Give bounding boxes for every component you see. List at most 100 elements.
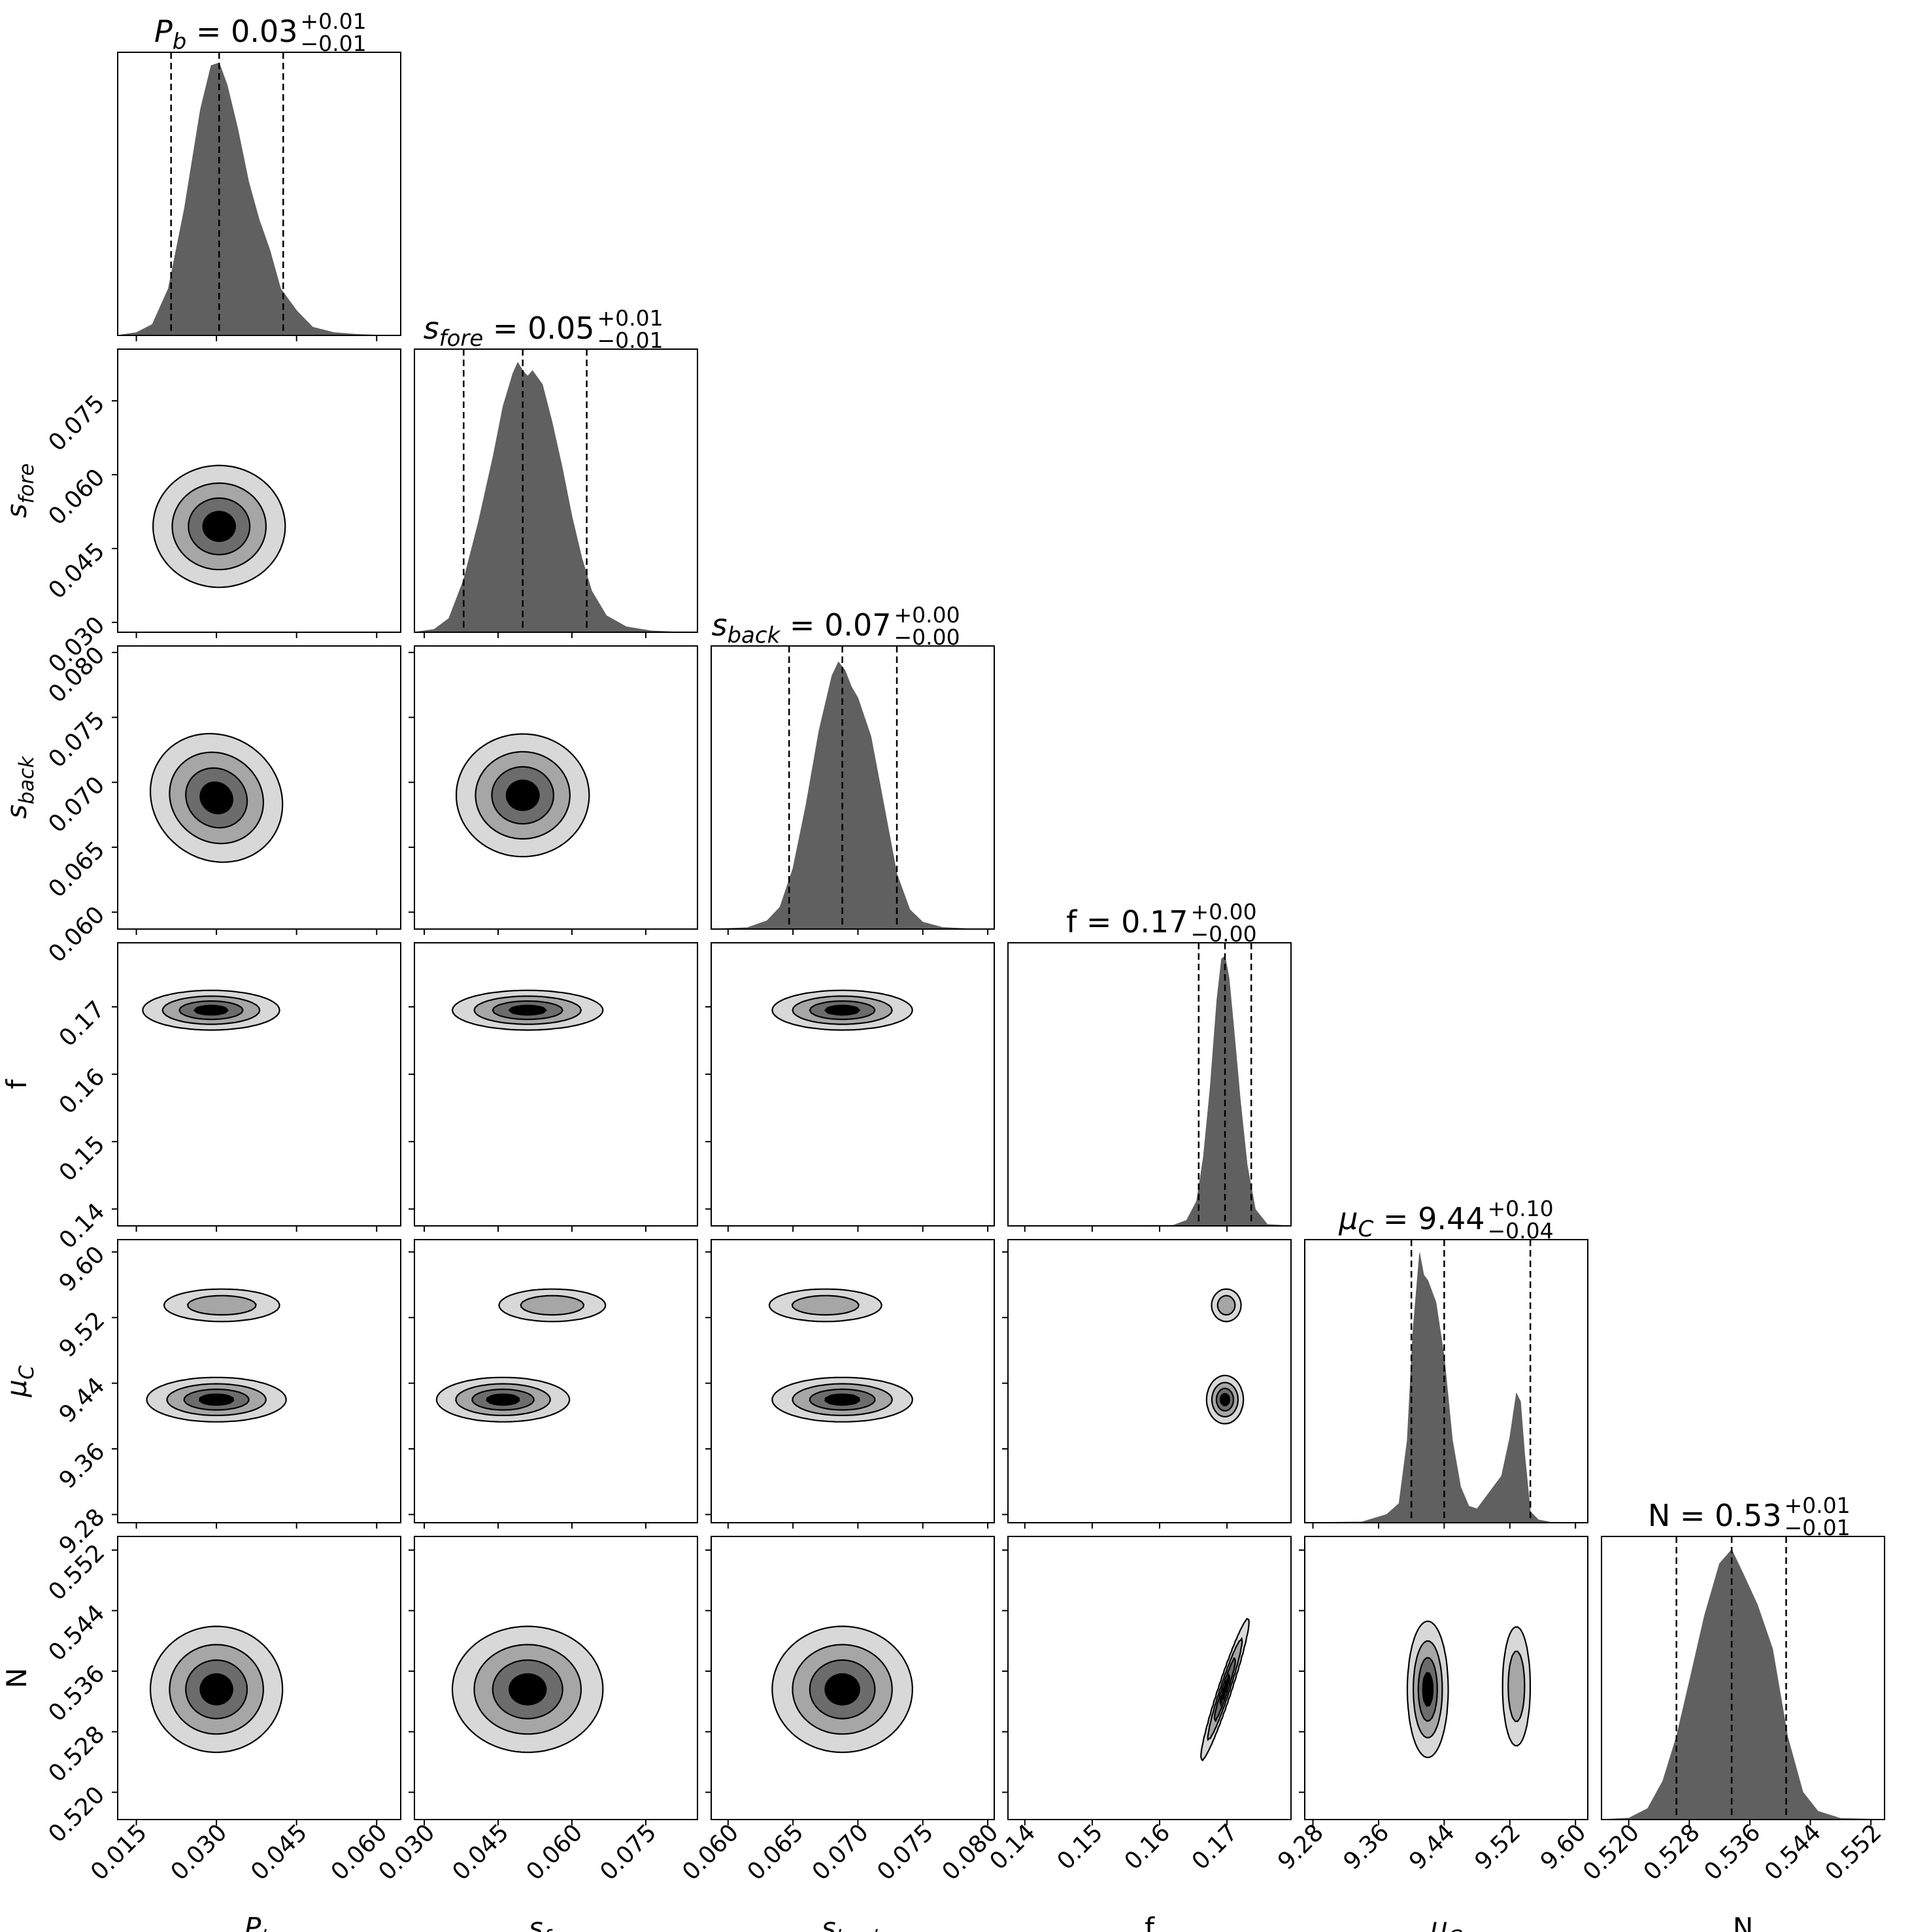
- x-tick-label: 0.030: [166, 1819, 233, 1886]
- contour-panel-sback-vs-muC: [705, 1239, 995, 1529]
- x-axis-label-muC: μC: [1430, 1912, 1462, 1932]
- x-axis-label-f: f: [1145, 1912, 1155, 1932]
- contour-innermost: [505, 779, 540, 811]
- y-tick-label: 0.045: [43, 537, 110, 604]
- contour-innermost: [193, 1004, 229, 1016]
- axis-label-main: f: [1145, 1912, 1155, 1932]
- histogram-area: [117, 62, 401, 336]
- hist-panel-Pb: Pb = 0.03 +0.01−0.01: [117, 8, 401, 341]
- title-upper-error: +0.01: [301, 8, 367, 34]
- panel-frame: [1007, 942, 1292, 1227]
- contour-panel-sfore-vs-N: [409, 1536, 698, 1825]
- y-axis-label-f: f: [1, 1079, 33, 1089]
- panel-frame: [1304, 1536, 1588, 1820]
- axis-label-main: P: [244, 1912, 261, 1932]
- contour-second: [455, 1295, 585, 1416]
- x-axis-label-N: N: [1733, 1912, 1753, 1932]
- title-upper-error: +0.01: [597, 305, 663, 331]
- panel-frame: [711, 645, 995, 930]
- axis-label-main: N: [1, 1668, 33, 1688]
- hist-panel-sfore: sfore = 0.05 +0.01−0.01: [414, 305, 698, 638]
- contour-panel-Pb-vs-sback: [112, 645, 401, 935]
- contour-innermost: [1422, 1672, 1434, 1707]
- x-tick-label: 9.36: [1339, 1819, 1395, 1875]
- x-tick-label: 0.075: [872, 1819, 939, 1886]
- panel-title-sback: sback = 0.07 +0.00−0.00: [712, 602, 960, 650]
- panel-frame: [711, 1536, 995, 1820]
- contour-panel-Pb-vs-sfore: [112, 348, 401, 638]
- axis-label-subscript: back: [836, 1926, 885, 1932]
- y-tick-label: 0.060: [44, 464, 110, 530]
- histogram-area: [1601, 1549, 1885, 1820]
- histogram-area: [711, 661, 995, 930]
- panel-frame: [117, 52, 401, 336]
- contour-panel-Pb-vs-f: [112, 942, 401, 1232]
- x-axis-label-sfore: sfore: [529, 1912, 584, 1932]
- axis-label-main: s: [1, 503, 33, 518]
- y-tick-label: 0.536: [43, 1660, 110, 1727]
- contour-innermost: [508, 1673, 547, 1706]
- axis-label-main: s: [529, 1912, 543, 1932]
- contour-panel-f-vs-N: [1002, 1536, 1292, 1825]
- y-tick-label: 0.17: [54, 996, 110, 1052]
- panel-frame: [414, 348, 698, 633]
- contour-second: [1211, 1295, 1239, 1418]
- axis-label-main: f: [1, 1079, 33, 1089]
- x-tick-label: 0.060: [521, 1819, 588, 1886]
- x-tick-label: 0.075: [595, 1819, 662, 1886]
- histogram-area: [414, 362, 698, 633]
- title-main: f = 0.17: [1066, 904, 1188, 940]
- contour-innermost: [199, 1393, 235, 1406]
- y-tick-label: 0.16: [54, 1063, 110, 1119]
- title-main: N = 0.53: [1648, 1498, 1782, 1533]
- y-tick-label: 9.36: [54, 1438, 110, 1494]
- x-tick-label: 0.065: [743, 1819, 809, 1886]
- axis-label-subscript: C: [1448, 1926, 1462, 1932]
- panel-frame: [1601, 1536, 1885, 1820]
- x-tick-label: 0.17: [1187, 1819, 1243, 1875]
- contour-innermost: [199, 1673, 233, 1706]
- contour-innermost: [1219, 1393, 1230, 1406]
- x-tick-label: 0.552: [1820, 1819, 1887, 1886]
- panel-frame: [414, 645, 698, 930]
- panel-frame: [414, 1536, 698, 1820]
- x-tick-label: 0.15: [1052, 1819, 1109, 1875]
- axis-label-main: μ: [1, 1380, 33, 1398]
- x-tick-label: 0.544: [1760, 1819, 1826, 1886]
- axis-label-subscript: fore: [543, 1926, 584, 1932]
- y-tick-label: 9.44: [54, 1372, 110, 1429]
- panel-frame: [1007, 1239, 1292, 1523]
- axis-label-subscript: b: [261, 1926, 274, 1932]
- y-tick-label: 0.544: [43, 1600, 110, 1667]
- title-main: Pb = 0.03: [154, 14, 298, 55]
- contour-panel-sback-vs-N: [705, 1536, 995, 1825]
- y-tick-label: 0.075: [44, 707, 110, 773]
- panel-frame: [117, 1239, 401, 1523]
- panel-title-sfore: sfore = 0.05 +0.01−0.01: [424, 305, 663, 353]
- y-axis-label-sfore: sfore: [1, 464, 39, 518]
- title-main: sback = 0.07: [712, 607, 892, 649]
- histogram-area: [1007, 955, 1292, 1227]
- y-tick-label: 9.52: [54, 1307, 110, 1363]
- contour-innermost: [824, 1673, 860, 1706]
- contour-innermost: [824, 1393, 860, 1406]
- x-tick-label: 0.045: [448, 1819, 514, 1886]
- y-tick-label: 0.15: [54, 1130, 110, 1187]
- axis-label-main: μ: [1430, 1912, 1448, 1932]
- axis-label-subscript: fore: [15, 464, 39, 504]
- panel-title-N: N = 0.53 +0.01−0.01: [1648, 1493, 1851, 1540]
- axis-label-main: s: [822, 1912, 836, 1932]
- panel-frame: [414, 942, 698, 1227]
- hist-panel-muC: μC = 9.44 +0.10−0.04: [1304, 1196, 1588, 1529]
- hist-panel-sback: sback = 0.07 +0.00−0.00: [711, 602, 995, 935]
- axis-label-subscript: C: [15, 1365, 39, 1380]
- title-upper-error: +0.00: [1191, 899, 1257, 924]
- x-tick-label: 9.28: [1273, 1819, 1329, 1875]
- y-tick-label: 0.520: [44, 1782, 110, 1848]
- title-upper-error: +0.10: [1488, 1196, 1554, 1221]
- x-tick-label: 9.52: [1469, 1819, 1526, 1875]
- x-tick-label: 0.14: [984, 1819, 1041, 1875]
- hist-panel-f: f = 0.17 +0.00−0.00: [1007, 899, 1292, 1232]
- panel-title-Pb: Pb = 0.03 +0.01−0.01: [154, 8, 367, 56]
